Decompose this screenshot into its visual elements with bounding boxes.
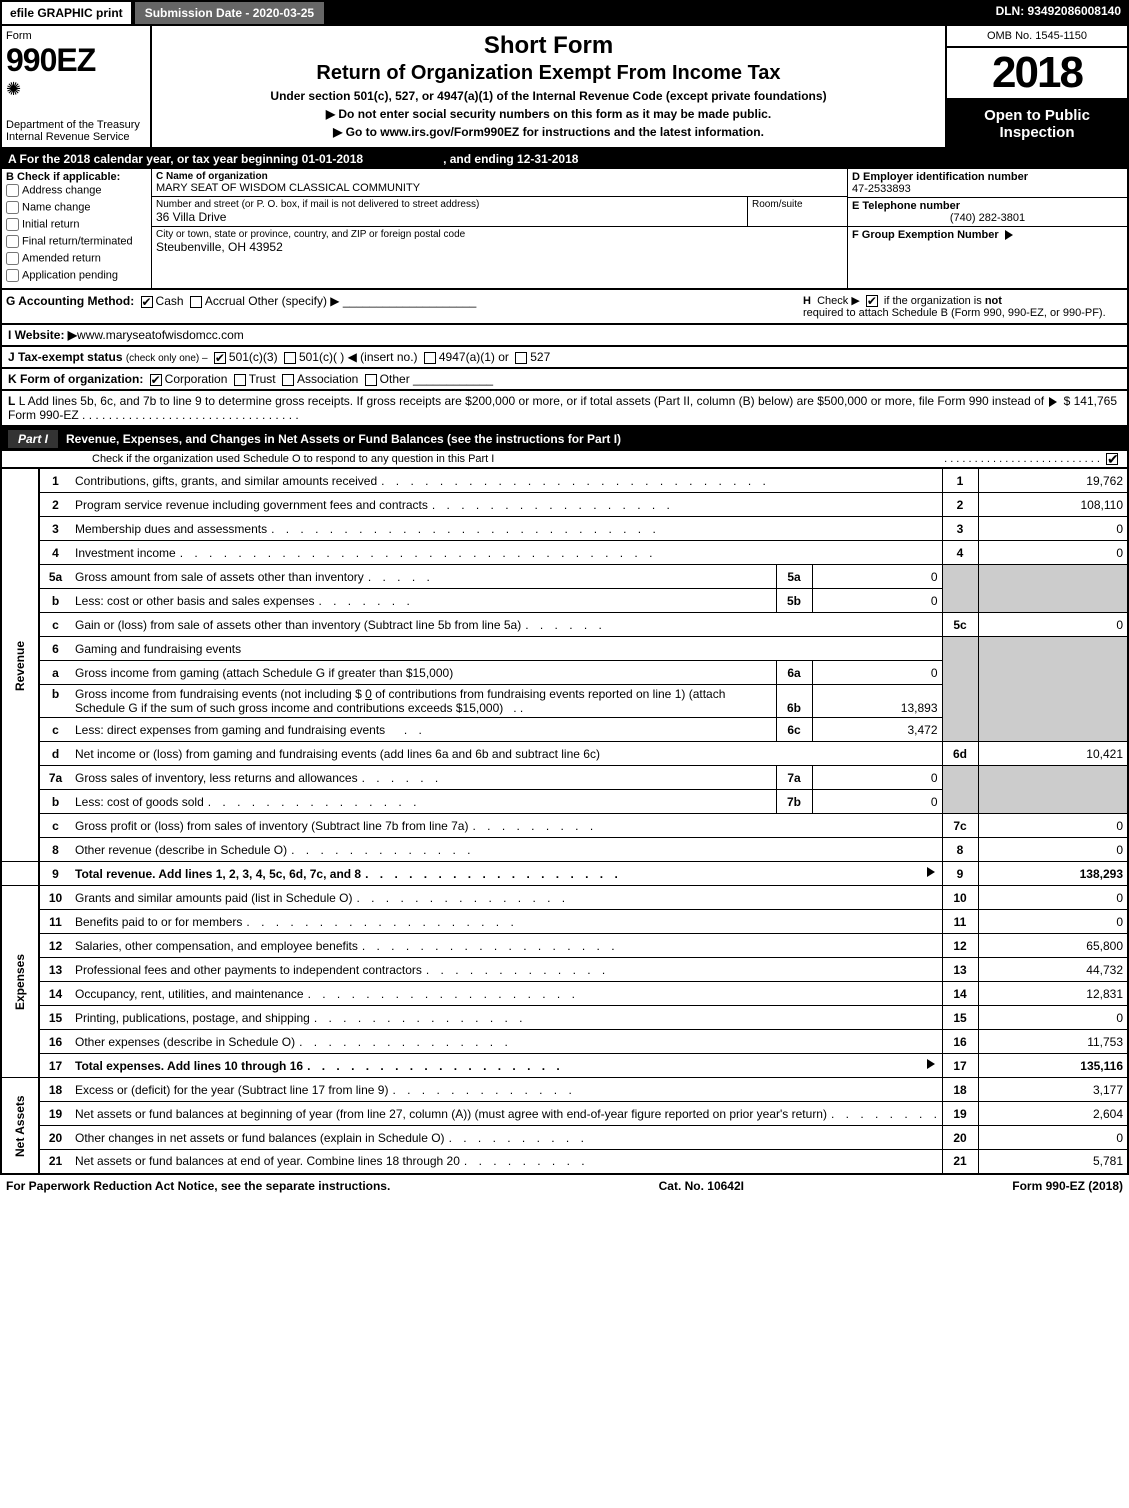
chk-4947[interactable] bbox=[424, 352, 436, 364]
chk-accrual[interactable] bbox=[190, 296, 202, 308]
open-to-public: Open to Public Inspection bbox=[947, 100, 1127, 147]
efile-button[interactable]: efile GRAPHIC print bbox=[0, 0, 133, 26]
website-link[interactable]: www.maryseatofwisdomcc.com bbox=[77, 328, 244, 342]
chk-initial-return[interactable]: Initial return bbox=[6, 218, 147, 231]
box-c-name: C Name of organization MARY SEAT OF WISD… bbox=[152, 169, 847, 197]
row-g-h: G Accounting Method: Cash Accrual Other … bbox=[0, 290, 1129, 325]
part-1-subheader: Check if the organization used Schedule … bbox=[0, 451, 1129, 468]
box-c-room: Room/suite bbox=[747, 197, 847, 226]
box-b: B Check if applicable: Address change Na… bbox=[2, 169, 152, 288]
lines-table: Revenue 1Contributions, gifts, grants, a… bbox=[0, 468, 1129, 1175]
form-label: Form bbox=[6, 30, 146, 42]
row-j-tax-exempt: J Tax-exempt status (check only one) ‒ 5… bbox=[0, 347, 1129, 369]
subtitle-ssn: ▶ Do not enter social security numbers o… bbox=[158, 107, 939, 121]
chk-name-change[interactable]: Name change bbox=[6, 201, 147, 214]
form-number: 990EZ bbox=[6, 42, 146, 79]
omb-number: OMB No. 1545-1150 bbox=[947, 26, 1127, 48]
section-net-assets: Net Assets bbox=[1, 1078, 39, 1174]
arrow-icon bbox=[927, 867, 935, 877]
arrow-icon bbox=[1005, 230, 1013, 240]
irs-link[interactable]: www.irs.gov/Form990EZ bbox=[380, 125, 519, 139]
chk-trust[interactable] bbox=[234, 374, 246, 386]
subtitle-section: Under section 501(c), 527, or 4947(a)(1)… bbox=[158, 89, 939, 103]
title-short-form: Short Form bbox=[158, 32, 939, 60]
chk-other-org[interactable] bbox=[365, 374, 377, 386]
box-c-address: Number and street (or P. O. box, if mail… bbox=[152, 197, 747, 226]
chk-final-return[interactable]: Final return/terminated bbox=[6, 235, 147, 248]
subtitle-goto: ▶ Go to www.irs.gov/Form990EZ for instru… bbox=[158, 125, 939, 139]
row-i-website: I Website: ▶www.maryseatofwisdomcc.com bbox=[0, 325, 1129, 347]
submission-date: Submission Date - 2020-03-25 bbox=[133, 0, 326, 26]
title-return: Return of Organization Exempt From Incom… bbox=[158, 62, 939, 85]
chk-address-change[interactable]: Address change bbox=[6, 184, 147, 197]
chk-527[interactable] bbox=[515, 352, 527, 364]
section-expenses: Expenses bbox=[1, 886, 39, 1078]
tax-year: 2018 bbox=[947, 48, 1127, 100]
box-e: E Telephone number (740) 282-3801 bbox=[848, 198, 1127, 227]
line-1-amt: 19,762 bbox=[978, 469, 1128, 493]
irs-line: Internal Revenue Service bbox=[6, 131, 146, 143]
box-f: F Group Exemption Number bbox=[848, 227, 1127, 288]
page-footer: For Paperwork Reduction Act Notice, see … bbox=[0, 1175, 1129, 1197]
period-row: A For the 2018 calendar year, or tax yea… bbox=[0, 149, 1129, 169]
chk-assoc[interactable] bbox=[282, 374, 294, 386]
dept-treasury: Department of the Treasury bbox=[6, 119, 146, 131]
chk-amended-return[interactable]: Amended return bbox=[6, 252, 147, 265]
form-header: Form 990EZ ✺ Department of the Treasury … bbox=[0, 26, 1129, 149]
chk-corp[interactable] bbox=[150, 374, 162, 386]
irs-eagle-icon: ✺ bbox=[6, 79, 146, 100]
chk-cash[interactable] bbox=[141, 296, 153, 308]
chk-schedule-o[interactable] bbox=[1106, 453, 1118, 465]
part-1-header: Part I Revenue, Expenses, and Changes in… bbox=[0, 427, 1129, 451]
dln: DLN: 93492086008140 bbox=[988, 0, 1129, 26]
row-l-gross-receipts: L L Add lines 5b, 6c, and 7b to line 9 t… bbox=[0, 391, 1129, 427]
info-block: B Check if applicable: Address change Na… bbox=[0, 169, 1129, 290]
box-d: D Employer identification number 47-2533… bbox=[848, 169, 1127, 198]
top-bar: efile GRAPHIC print Submission Date - 20… bbox=[0, 0, 1129, 26]
box-c-city: City or town, state or province, country… bbox=[152, 227, 847, 256]
chk-501c3[interactable] bbox=[214, 352, 226, 364]
chk-application-pending[interactable]: Application pending bbox=[6, 269, 147, 282]
chk-schedule-b[interactable] bbox=[866, 295, 878, 307]
row-k-org-form: K Form of organization: Corporation Trus… bbox=[0, 369, 1129, 391]
arrow-icon bbox=[927, 1059, 935, 1069]
chk-501c[interactable] bbox=[284, 352, 296, 364]
section-revenue: Revenue bbox=[1, 469, 39, 862]
arrow-icon bbox=[1049, 397, 1057, 407]
